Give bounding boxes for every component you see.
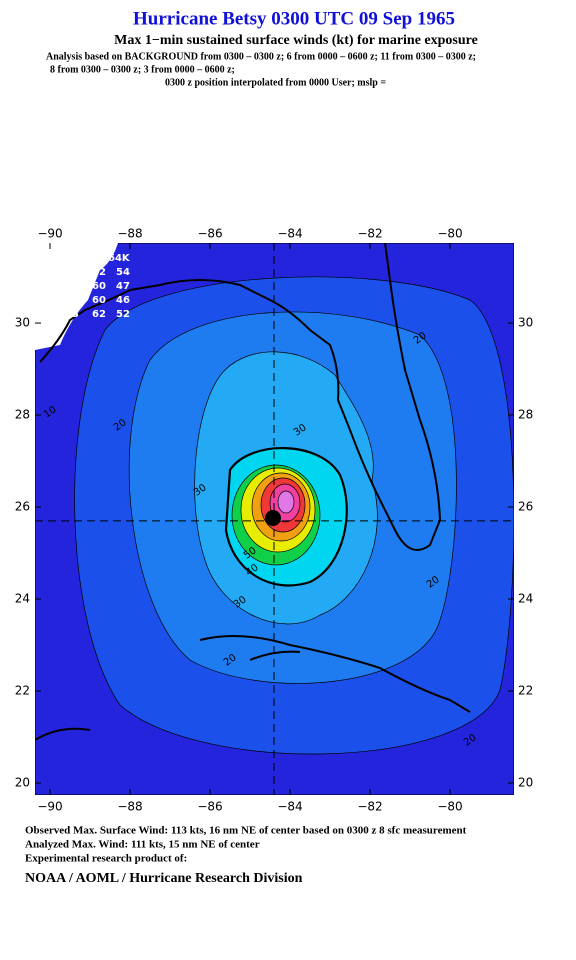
footer-line: Analyzed Max. Wind: 111 kts, 15 nm NE of… [25, 839, 260, 851]
radii-cell: 60 [92, 281, 106, 292]
storm-center [265, 510, 281, 526]
y-tick-label: 26 [518, 500, 533, 514]
x-tick-label: −86 [197, 800, 222, 814]
radii-cell: 52 [92, 267, 106, 278]
x-tick-label: −82 [357, 800, 382, 814]
y-tick-label: 30 [15, 316, 30, 330]
x-tick-label: −90 [37, 800, 62, 814]
x-tick-label: −86 [197, 227, 222, 241]
y-tick-label: 30 [518, 316, 533, 330]
radii-cell: 47 [116, 281, 130, 292]
analysis-line: Analysis based on BACKGROUND from 0300 –… [46, 51, 476, 62]
x-tick-label: −80 [437, 800, 462, 814]
x-tick-label: −84 [277, 227, 302, 241]
y-tick-label: 28 [518, 408, 533, 422]
radii-header: 64K [108, 253, 131, 264]
title: Hurricane Betsy 0300 UTC 09 Sep 1965 [133, 8, 455, 29]
footer-org: NOAA / AOML / Hurricane Research Divisio… [25, 871, 303, 886]
radii-cell: 52 [116, 309, 130, 320]
y-tick-label: 20 [15, 776, 30, 790]
x-tick-label: −88 [117, 800, 142, 814]
outside-domain [35, 243, 118, 350]
analysis-line: 0300 z position interpolated from 0000 U… [165, 77, 386, 88]
y-tick-label: 20 [518, 776, 533, 790]
wind-zone [277, 490, 295, 514]
analysis-line: 8 from 0300 – 0300 z; 3 from 0000 – 0600… [50, 64, 235, 75]
x-tick-label: −88 [117, 227, 142, 241]
x-tick-label: −84 [277, 800, 302, 814]
radii-cell: 46 [116, 295, 130, 306]
footer-line: Observed Max. Surface Wind: 113 kts, 16 … [25, 825, 467, 837]
x-tick-label: −82 [357, 227, 382, 241]
y-tick-label: 28 [15, 408, 30, 422]
radii-cell: 54 [116, 267, 130, 278]
radii-cell: 62 [92, 309, 106, 320]
footer-line: Experimental research product of: [25, 853, 187, 865]
y-tick-label: 24 [518, 592, 533, 606]
x-tick-label: −90 [37, 227, 62, 241]
x-tick-label: −80 [437, 227, 462, 241]
y-tick-label: 26 [15, 500, 30, 514]
radii-cell: 60 [92, 295, 106, 306]
radii-cell: NW [45, 309, 64, 320]
coastline [35, 243, 471, 741]
y-tick-label: 22 [518, 684, 533, 698]
y-tick-label: 24 [15, 592, 30, 606]
subtitle: Max 1−min sustained surface winds (kt) f… [114, 33, 478, 48]
radii-cell: 63 [65, 309, 79, 320]
y-tick-label: 22 [15, 684, 30, 698]
